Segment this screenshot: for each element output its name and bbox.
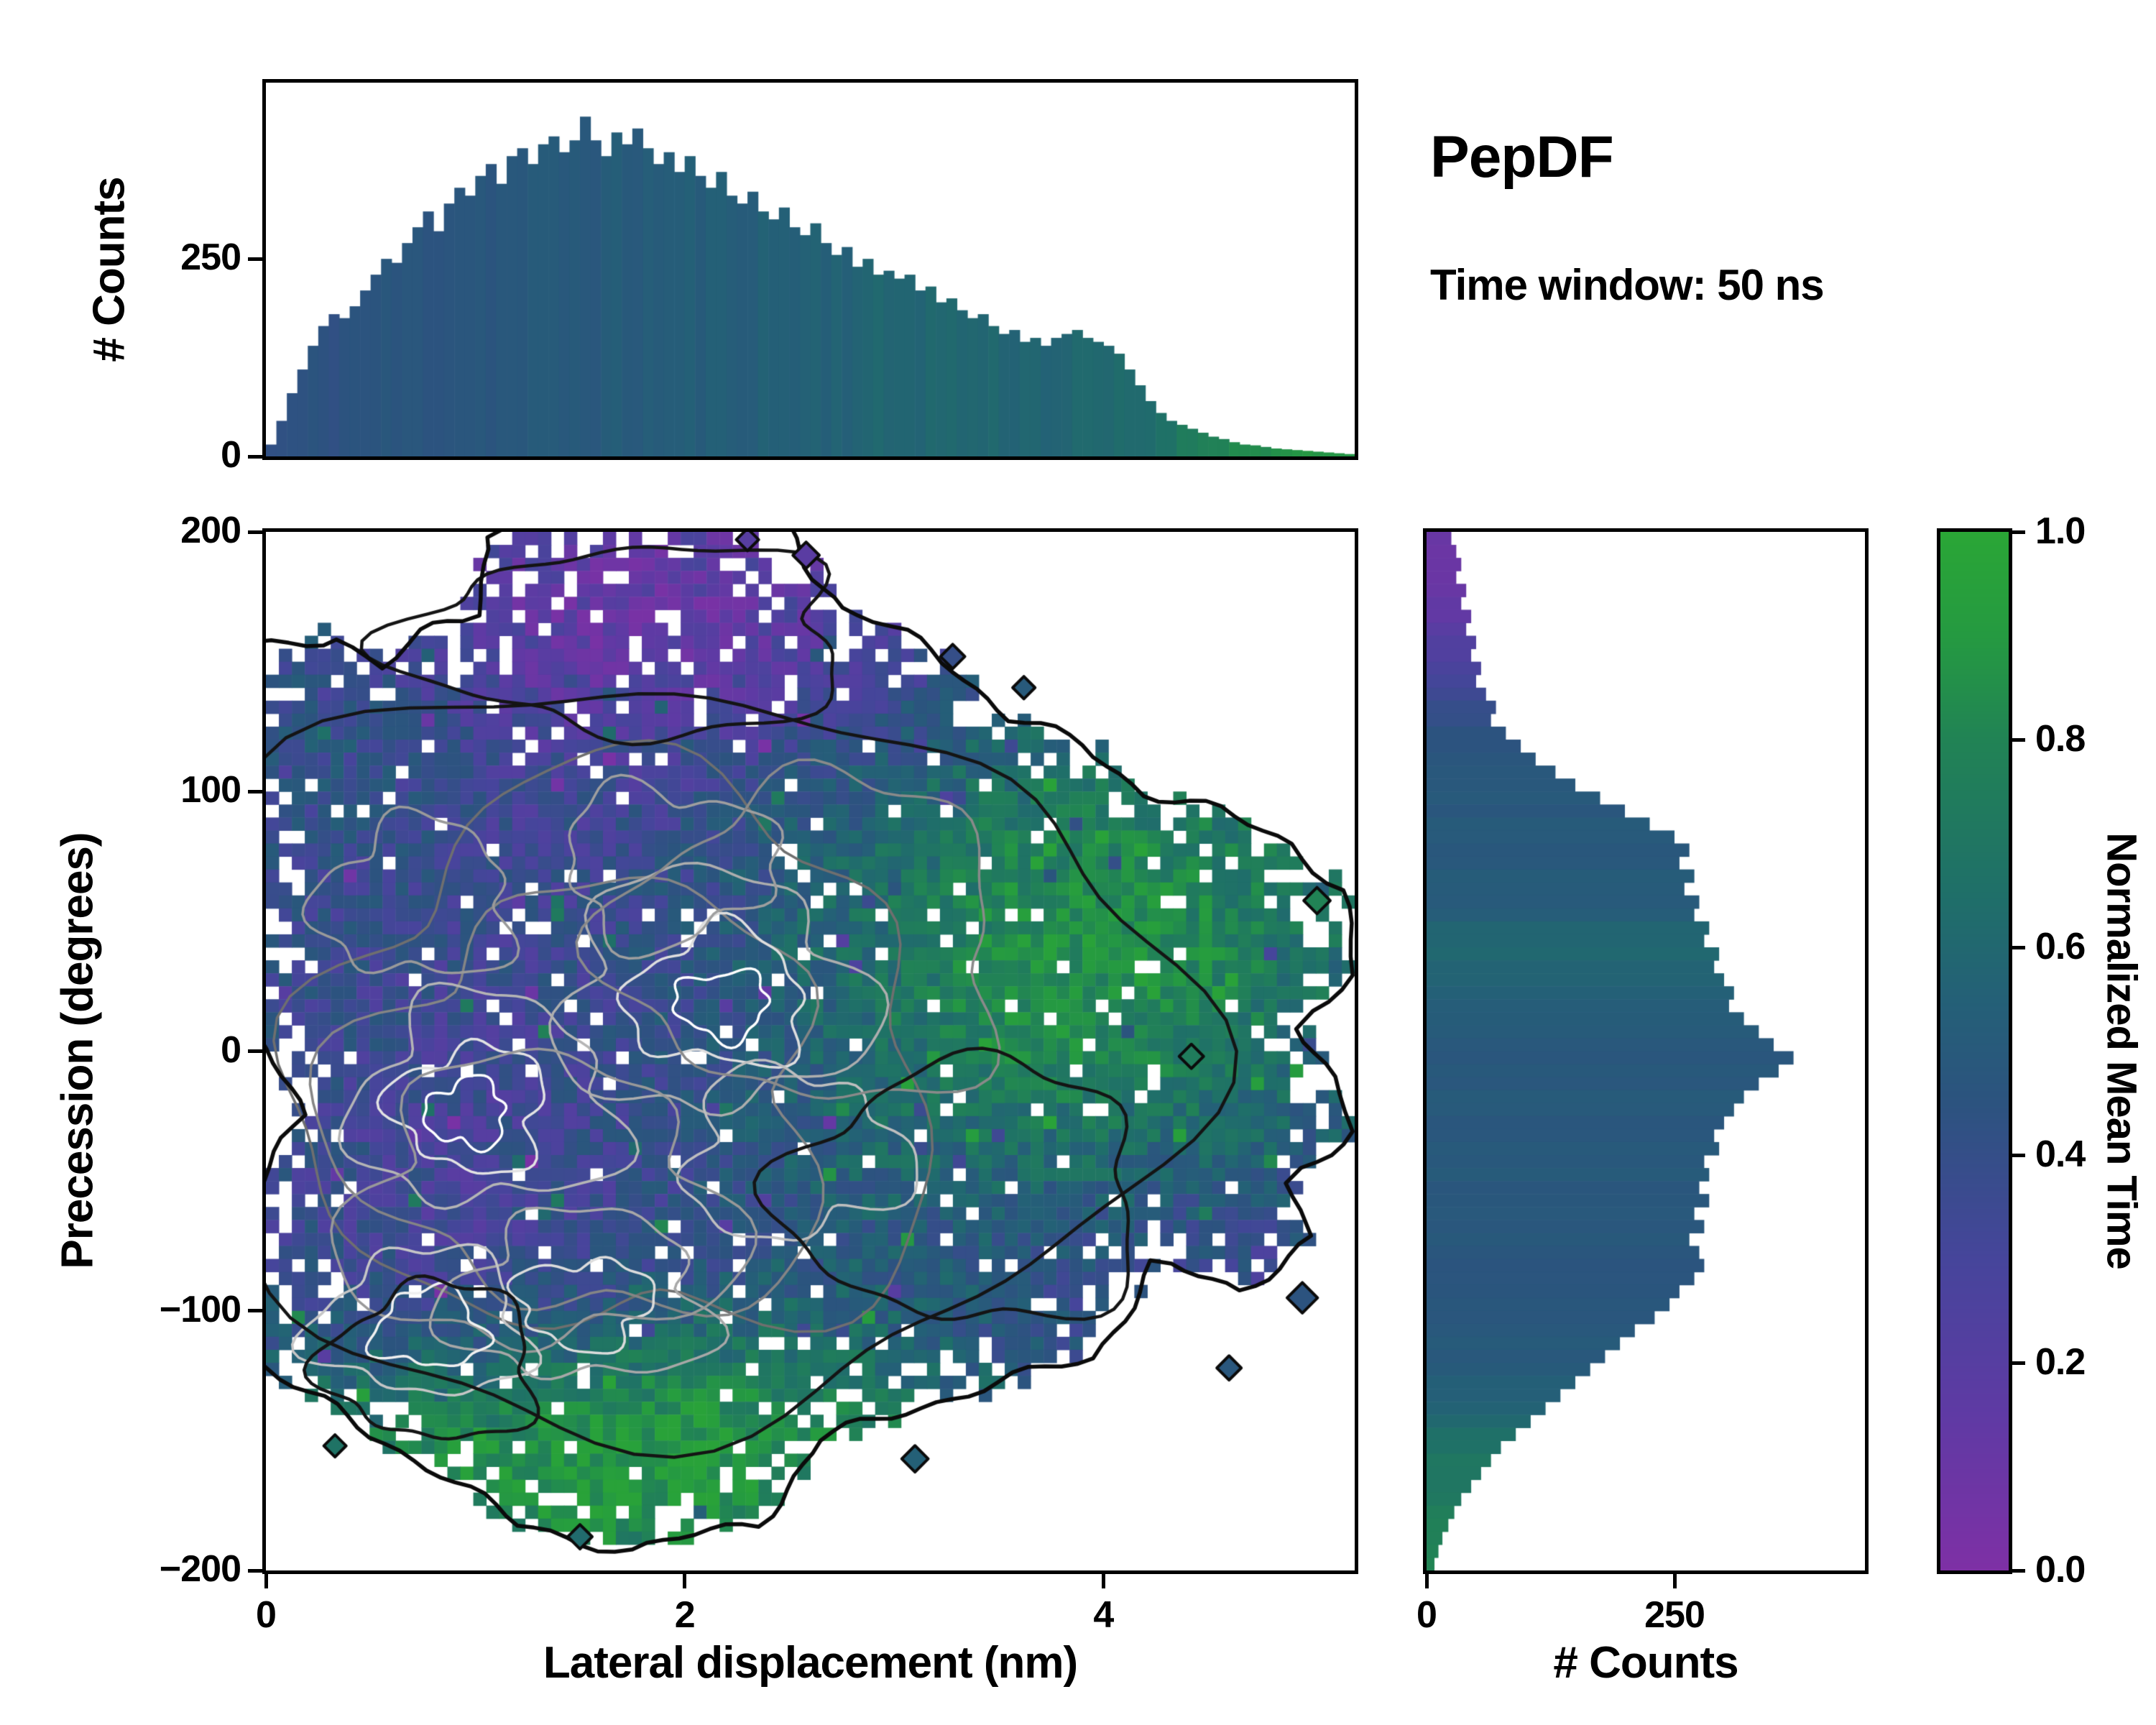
main-x-tick-label: 4 <box>1093 1594 1114 1636</box>
main-y-tick-mark <box>248 1049 262 1053</box>
heatmap-canvas <box>266 532 1355 1570</box>
main-x-axis-label: Lateral displacement (nm) <box>543 1638 1078 1688</box>
main-y-tick-label: 200 <box>180 510 241 551</box>
main-y-tick-label: 100 <box>180 769 241 811</box>
top-hist-y-tick-mark <box>248 257 262 261</box>
colorbar-axis-label: Normalized Mean Time <box>2098 832 2145 1269</box>
top-hist-y-tick-mark <box>248 454 262 459</box>
figure-subtitle: Time window: 50 ns <box>1430 261 1825 309</box>
colorbar-tick-mark <box>2012 530 2025 534</box>
colorbar-tick-mark <box>2012 737 2025 742</box>
colorbar-tick-label: 1.0 <box>2035 510 2086 552</box>
main-x-tick-label: 0 <box>256 1594 277 1636</box>
top-histogram-canvas <box>266 83 1355 456</box>
main-y-tick-label: −100 <box>159 1288 241 1330</box>
right-hist-x-tick-mark <box>1672 1574 1677 1588</box>
main-y-tick-label: 0 <box>221 1029 241 1071</box>
colorbar-tick-mark <box>2012 1153 2025 1157</box>
main-x-tick-label: 2 <box>674 1594 696 1636</box>
main-x-tick-mark <box>683 1574 687 1588</box>
top-hist-y-tick-label: 0 <box>221 434 241 476</box>
colorbar-tick-label: 0.0 <box>2035 1549 2086 1591</box>
main-x-tick-mark <box>1101 1574 1105 1588</box>
right-hist-x-tick-label: 250 <box>1644 1594 1705 1636</box>
right-hist-x-tick-mark <box>1424 1574 1429 1588</box>
main-y-tick-mark <box>248 789 262 794</box>
colorbar-tick-label: 0.4 <box>2035 1133 2086 1175</box>
right-histogram-canvas <box>1427 532 1865 1570</box>
top-histogram-panel <box>262 79 1358 460</box>
heatmap-panel <box>262 528 1358 1574</box>
colorbar-panel <box>1937 528 2012 1574</box>
right-hist-x-axis-label: # Counts <box>1553 1638 1738 1688</box>
main-y-tick-mark <box>248 530 262 534</box>
right-histogram-panel <box>1423 528 1869 1574</box>
right-hist-x-tick-label: 0 <box>1416 1594 1437 1636</box>
figure-title: PepDF <box>1430 124 1614 190</box>
main-x-tick-mark <box>264 1574 268 1588</box>
main-y-tick-mark <box>248 1309 262 1313</box>
colorbar-tick-mark <box>2012 1568 2025 1573</box>
colorbar-tick-mark <box>2012 945 2025 949</box>
top-hist-y-tick-label: 250 <box>180 236 241 279</box>
colorbar-tick-label: 0.6 <box>2035 926 2086 967</box>
colorbar-gradient <box>1940 532 2009 1570</box>
main-y-tick-label: −200 <box>159 1548 241 1590</box>
main-y-tick-mark <box>248 1568 262 1573</box>
colorbar-tick-label: 0.8 <box>2035 718 2086 760</box>
colorbar-tick-label: 0.2 <box>2035 1341 2086 1383</box>
colorbar-tick-mark <box>2012 1361 2025 1365</box>
